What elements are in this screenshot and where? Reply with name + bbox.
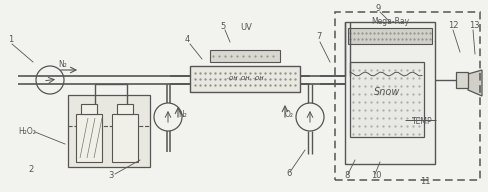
Text: Mega-Ray: Mega-Ray <box>371 17 409 26</box>
Text: 11: 11 <box>420 177 430 186</box>
Text: TEMP: TEMP <box>412 117 433 126</box>
Bar <box>348 28 432 44</box>
Bar <box>335 12 480 180</box>
Text: 10: 10 <box>371 171 382 180</box>
Bar <box>210 50 280 62</box>
Bar <box>68 95 150 167</box>
Bar <box>81 104 97 114</box>
Text: UV: UV <box>240 23 252 32</box>
Text: 7: 7 <box>316 32 322 41</box>
Bar <box>190 66 300 92</box>
Bar <box>76 114 102 162</box>
Text: 9: 9 <box>376 4 381 13</box>
Text: 12: 12 <box>448 21 459 30</box>
Text: Snow: Snow <box>374 87 400 97</box>
Text: 4: 4 <box>185 35 190 44</box>
Bar <box>350 62 424 137</box>
Bar <box>456 72 468 88</box>
Text: O₂: O₂ <box>285 110 294 119</box>
Text: 5: 5 <box>220 22 225 31</box>
Text: 13: 13 <box>469 21 480 30</box>
Bar <box>112 114 138 162</box>
Text: 8: 8 <box>344 171 349 180</box>
Text: -OH  OH  -OH: -OH OH -OH <box>227 76 263 81</box>
Text: N₂: N₂ <box>178 110 187 119</box>
Bar <box>117 104 133 114</box>
Text: 6: 6 <box>286 169 291 178</box>
Text: N₂: N₂ <box>58 60 67 69</box>
Text: 2: 2 <box>28 165 33 174</box>
Polygon shape <box>468 70 482 96</box>
Text: 1: 1 <box>8 35 13 44</box>
Text: 3: 3 <box>108 171 113 180</box>
Bar <box>345 22 435 164</box>
Text: H₂O₂: H₂O₂ <box>18 127 36 136</box>
